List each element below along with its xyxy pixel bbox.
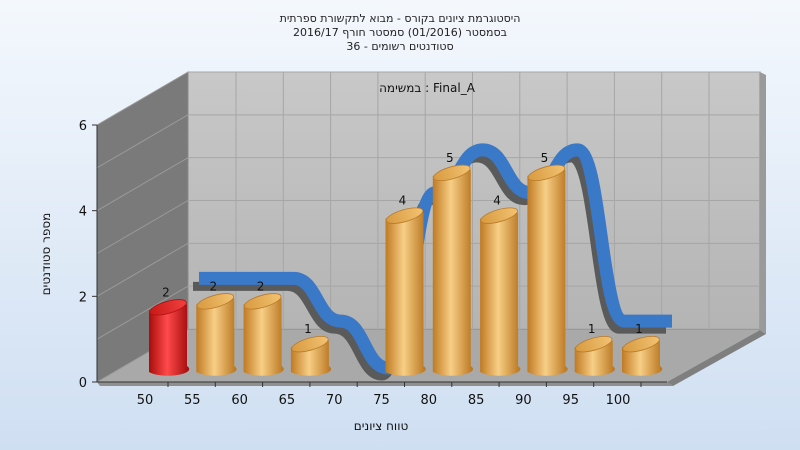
grid-line-left <box>96 285 189 340</box>
x-tick-label: 95 <box>562 393 579 408</box>
bar-body <box>432 169 474 376</box>
bar: 2 <box>149 285 190 376</box>
floor-front-edge <box>97 382 673 386</box>
bar-data-label: 2 <box>257 279 265 293</box>
grid-line-left <box>96 114 189 169</box>
right-depth-edge <box>760 72 766 334</box>
bar: 2 <box>243 279 284 376</box>
x-axis: 50 55 60 65 70 75 80 85 90 95 100 <box>97 381 667 408</box>
bar-top <box>433 164 471 182</box>
bar: 5 <box>432 151 474 376</box>
x-axis-title: טווח ציונים <box>354 419 409 433</box>
x-tick-label: 65 <box>279 393 296 408</box>
bar-data-label: 2 <box>209 279 217 293</box>
x-tick-label: 85 <box>468 393 485 408</box>
grid-line-left <box>96 157 189 212</box>
chart-title-line-1: היסטוגרמת ציונים בקורס - מבוא לתקשורת ספ… <box>280 12 521 25</box>
bar-data-label: 5 <box>541 151 549 165</box>
x-tick-label: 90 <box>515 393 532 408</box>
bar-data-label: 2 <box>162 285 170 299</box>
floor-right-edge <box>667 330 766 386</box>
x-tick-label: 70 <box>326 393 343 408</box>
bar-top <box>196 293 235 310</box>
bar-top <box>243 293 282 310</box>
bar-top <box>385 207 424 224</box>
bar-data-label: 4 <box>399 194 407 208</box>
bar-body <box>243 298 284 376</box>
bar-data-label: 5 <box>446 151 454 165</box>
y-axis: 0 2 4 6 <box>79 119 98 391</box>
y-tick-label: 6 <box>79 119 87 134</box>
bar-top <box>622 335 660 353</box>
bar-body <box>196 298 237 376</box>
grid-line-left <box>96 71 189 126</box>
chart-title-line-2: בסמסטר (01/2016) סמסטר חורף 2016/17 <box>293 26 507 39</box>
chart-title-line-3: סטודנטים רשומים - 36 <box>346 40 453 53</box>
bar-top <box>574 335 613 353</box>
bar: 1 <box>622 322 663 376</box>
x-tick-label: 100 <box>606 393 631 408</box>
y-axis-title: מספר סטודנטים <box>39 213 53 296</box>
grid-line-left <box>96 242 189 297</box>
bar-data-label: 4 <box>493 194 501 208</box>
task-annotation: במשימה : Final_A <box>379 81 476 95</box>
bar-data-label: 1 <box>635 322 643 336</box>
bar: 1 <box>574 322 615 376</box>
x-tick-label: 50 <box>137 393 154 408</box>
y-tick-label: 0 <box>79 376 87 391</box>
x-tick-label: 80 <box>421 393 438 408</box>
bar-body <box>149 304 190 376</box>
bar-body <box>480 212 521 376</box>
bar: 4 <box>480 194 521 376</box>
grid-line-left <box>96 200 189 254</box>
x-tick-label: 55 <box>184 393 201 408</box>
y-tick-label: 4 <box>79 205 87 220</box>
bar-body <box>385 212 426 376</box>
bar: 4 <box>385 194 426 376</box>
bar-body <box>527 169 568 376</box>
bars: 2 2 2 1 4 5 4 5 1 1 <box>149 151 663 376</box>
bar: 2 <box>196 279 237 376</box>
y-tick-label: 2 <box>79 290 87 305</box>
bar-top <box>291 335 329 353</box>
bar-top <box>527 164 566 182</box>
bar: 5 <box>527 151 568 376</box>
bar-top <box>480 207 518 224</box>
bar: 1 <box>290 322 332 376</box>
bar-top <box>149 299 187 316</box>
x-tick-label: 60 <box>231 393 248 408</box>
bar-data-label: 1 <box>304 322 312 336</box>
bar-data-label: 1 <box>588 322 596 336</box>
x-tick-label: 75 <box>373 393 390 408</box>
